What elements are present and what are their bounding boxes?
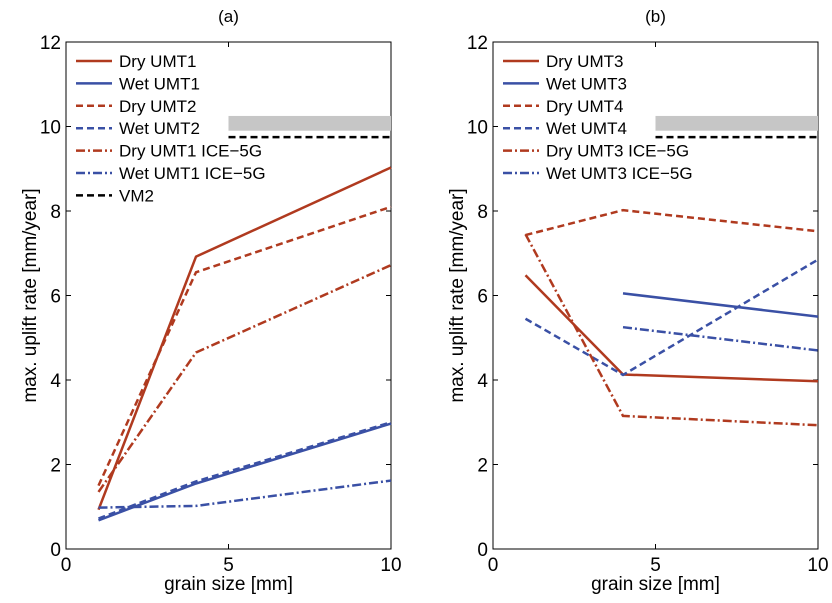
y-tick-label: 10 [40,118,61,139]
x-tick-label: 5 [223,555,234,576]
y-tick-label: 0 [50,540,61,561]
y-tick-label: 6 [477,287,488,308]
x-tick-label: 0 [61,555,72,576]
series-line-wet-umt3 [622,292,819,318]
y-tick-label: 4 [477,371,488,392]
legend-label: Wet UMT1 [119,74,200,93]
panel-title: (b) [645,7,666,26]
legend-label: Dry UMT3 ICE−5G [546,142,689,161]
x-tick-label: 5 [650,555,661,576]
y-axis-label: max. uplift rate [mm/year] [447,188,468,402]
legend-label: Wet UMT4 [546,119,627,138]
legend-label: VM2 [119,186,154,205]
legend-label: Wet UMT2 [119,119,200,138]
legend-label: Dry UMT4 [546,97,623,116]
y-tick-label: 10 [467,118,488,139]
series-line-wet-umt1-ice-5g [98,479,392,509]
series-line-dry-umt2 [97,205,392,487]
panel-title: (a) [218,7,239,26]
legend-label: Wet UMT1 ICE−5G [119,164,266,183]
y-tick-label: 6 [50,287,61,308]
series-line-dry-umt1 [97,166,392,511]
y-axis-label: max. uplift rate [mm/year] [20,188,41,402]
x-tick-label: 10 [807,555,828,576]
legend-label: Dry UMT2 [119,97,196,116]
reference-band [228,115,391,131]
legend-label: Dry UMT3 [546,52,623,71]
x-tick-label: 0 [488,555,499,576]
y-tick-label: 2 [477,456,488,477]
series-line-wet-umt2 [98,421,392,520]
y-tick-label: 8 [477,202,488,223]
legend-label: Wet UMT3 [546,74,627,93]
y-tick-label: 4 [50,371,61,392]
panel-a: (a) 0 2 4 6 8 10 12 0 5 10 grain size [mm] max. upli… [20,7,402,595]
series-line-wet-umt1 [98,422,392,522]
x-tick-label: 10 [380,555,401,576]
x-axis-label: grain size [mm] [164,574,293,595]
series-line-dry-umt1-ice-5g [97,263,392,493]
y-tick-label: 8 [50,202,61,223]
panel-b: (b) 0 2 4 6 8 10 12 0 5 10 grain size [mm] max. upli… [447,7,829,595]
x-axis-label: grain size [mm] [591,574,720,595]
series-line-dry-umt3-ice-5g [524,233,819,427]
reference-band [655,115,818,131]
series-line-wet-umt4 [524,258,819,377]
series-line-dry-umt3 [524,274,819,383]
y-tick-label: 12 [40,33,61,54]
series-line-wet-umt3-ice-5g [622,325,819,352]
series-line-dry-umt4 [525,208,819,237]
legend-label: Dry UMT1 [119,52,196,71]
y-tick-label: 12 [467,33,488,54]
legend-label: Wet UMT3 ICE−5G [546,164,693,183]
y-tick-label: 0 [477,540,488,561]
legend-label: Dry UMT1 ICE−5G [119,142,262,161]
y-tick-label: 2 [50,456,61,477]
